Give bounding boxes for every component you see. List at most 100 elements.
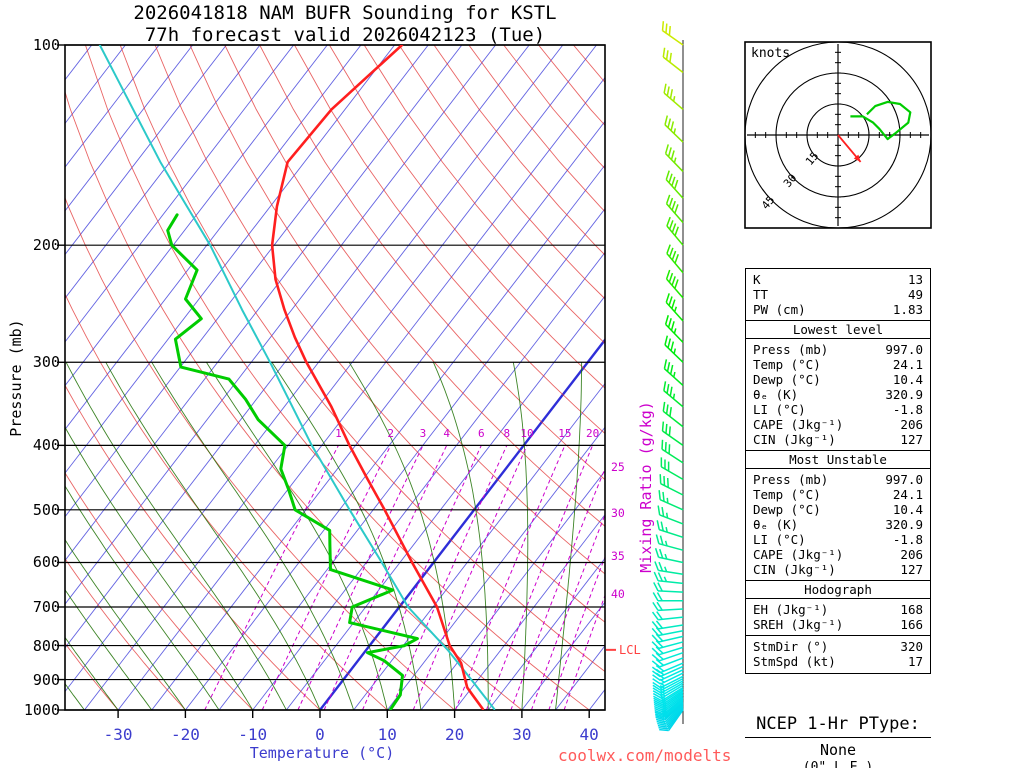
stats-row: PW (cm) 1.83 (746, 302, 930, 317)
stat-value: 127 (900, 562, 923, 577)
temperature-tick-label: 20 (444, 725, 465, 744)
wind-barb (651, 640, 684, 650)
moist-adiabat-line (65, 589, 153, 710)
moist-adiabat-line (65, 538, 186, 710)
stat-label: StmDir (°) (753, 639, 829, 654)
stat-label: StmSpd (kt) (753, 654, 836, 669)
moist-adiabat-line (151, 362, 355, 710)
wind-barb (658, 708, 684, 730)
wind-barb (666, 244, 684, 274)
isotherm-line (65, 45, 530, 649)
wind-barb (652, 592, 683, 602)
hodograph (744, 41, 932, 229)
parcel-trace (98, 45, 496, 710)
wind-barb (652, 601, 684, 612)
wind-barb (663, 83, 684, 111)
mixing-ratio-label: 8 (503, 427, 511, 441)
temperature-trace (270, 45, 485, 710)
stat-label: K (753, 272, 761, 287)
dry-adiabat-line (329, 45, 605, 389)
stats-row: Dewp (°C) 10.4 (746, 372, 930, 387)
wind-barb (651, 651, 684, 662)
isotherm-line (65, 45, 496, 605)
stat-label: CAPE (Jkg⁻¹) (753, 417, 844, 432)
wind-barb (657, 707, 684, 728)
isotherm-line (285, 295, 605, 710)
wind-barb (661, 21, 684, 46)
pressure-tick-label: 700 (32, 597, 60, 616)
stat-label: LI (°C) (753, 532, 806, 547)
isotherm-line (420, 470, 605, 710)
stats-panel: K 13 TT 49 PW (cm) 1.83 Lowest level Press (mb)… (745, 268, 931, 674)
watermark-text: coolwx.com/modelts (558, 746, 732, 765)
stats-divider (746, 635, 930, 636)
wind-barb (654, 548, 684, 564)
isotherm-line (185, 164, 605, 710)
stat-value: 997.0 (885, 342, 923, 357)
isotherm-line (65, 45, 295, 343)
wind-barb (658, 490, 684, 511)
wind-barb (664, 315, 684, 343)
wind-barb (660, 457, 684, 481)
dry-adiabat-line (84, 45, 590, 710)
storm-motion-arrowhead (853, 154, 861, 162)
stats-row: Temp (°C) 24.1 (746, 357, 930, 372)
wind-barb (655, 703, 684, 723)
wind-barb-column (651, 21, 684, 732)
ptype-block: NCEP 1-Hr PType: None (0" L.E.) (745, 712, 931, 768)
mixing-ratio-line (530, 513, 605, 710)
stat-value: 24.1 (892, 487, 923, 502)
stats-row: CIN (Jkg⁻¹) 127 (746, 562, 930, 577)
wind-barb (656, 704, 684, 725)
mixing-ratio-line (204, 445, 339, 710)
wind-barb (651, 633, 684, 643)
wind-barb (666, 216, 684, 246)
isotherm-line (65, 45, 429, 518)
stats-row: Press (mb) 997.0 (746, 342, 930, 357)
pressure-tick-label: 900 (32, 670, 60, 689)
stat-value: 10.4 (892, 502, 923, 517)
stat-value: 320.9 (885, 387, 923, 402)
wind-barb (654, 561, 684, 576)
isotherm-line (218, 208, 605, 710)
wind-barb (665, 170, 684, 199)
wind-barb (663, 381, 684, 408)
mixing-ratio-label: 20 (585, 427, 600, 441)
moist-adiabat-line (512, 362, 529, 710)
wind-barb (651, 657, 684, 668)
stats-section-header: Most Unstable (746, 450, 930, 469)
dry-adiabat-line (65, 196, 455, 710)
ptype-liquid-equivalent: (0" L.E.) (802, 760, 874, 768)
pressure-axis-label: Pressure (mb) (7, 319, 25, 437)
hodograph-trace (850, 100, 912, 141)
stat-value: -1.8 (892, 532, 923, 547)
dry-adiabat-line (189, 45, 605, 575)
temperature-axis-label: Temperature (°C) (249, 744, 395, 762)
wind-barb (662, 401, 684, 428)
sounding-traces (98, 45, 496, 710)
wind-barb (657, 505, 684, 525)
hodograph-ring (806, 103, 870, 167)
dry-adiabat-line (294, 45, 605, 435)
stats-section-header: Lowest level (746, 320, 930, 339)
plot-frame (57, 44, 616, 718)
stat-label: Press (mb) (753, 472, 829, 487)
stat-label: Dewp (°C) (753, 502, 821, 517)
mixing-ratio-label: 25 (611, 459, 625, 474)
wind-barb (665, 293, 684, 322)
stat-value: 127 (900, 432, 923, 447)
mixing-ratio-line (297, 445, 424, 710)
temperature-tick-label: 0 (315, 725, 325, 744)
moist-adiabat-line (432, 362, 489, 710)
wind-barb (661, 421, 684, 446)
wind-barb (653, 582, 684, 593)
temperature-tick-label: 10 (377, 725, 397, 744)
isotherm-line (65, 45, 362, 431)
mixing-ratio-label: 6 (478, 427, 485, 441)
pressure-tick-label: 300 (32, 353, 60, 372)
stat-label: CAPE (Jkg⁻¹) (753, 547, 844, 562)
stats-row: Dewp (°C) 10.4 (746, 502, 930, 517)
stats-row: StmSpd (kt) 17 (746, 654, 930, 669)
chart-subtitle: 77h forecast valid 2026042123 (Tue) (144, 24, 546, 46)
ptype-value: None (819, 741, 857, 759)
